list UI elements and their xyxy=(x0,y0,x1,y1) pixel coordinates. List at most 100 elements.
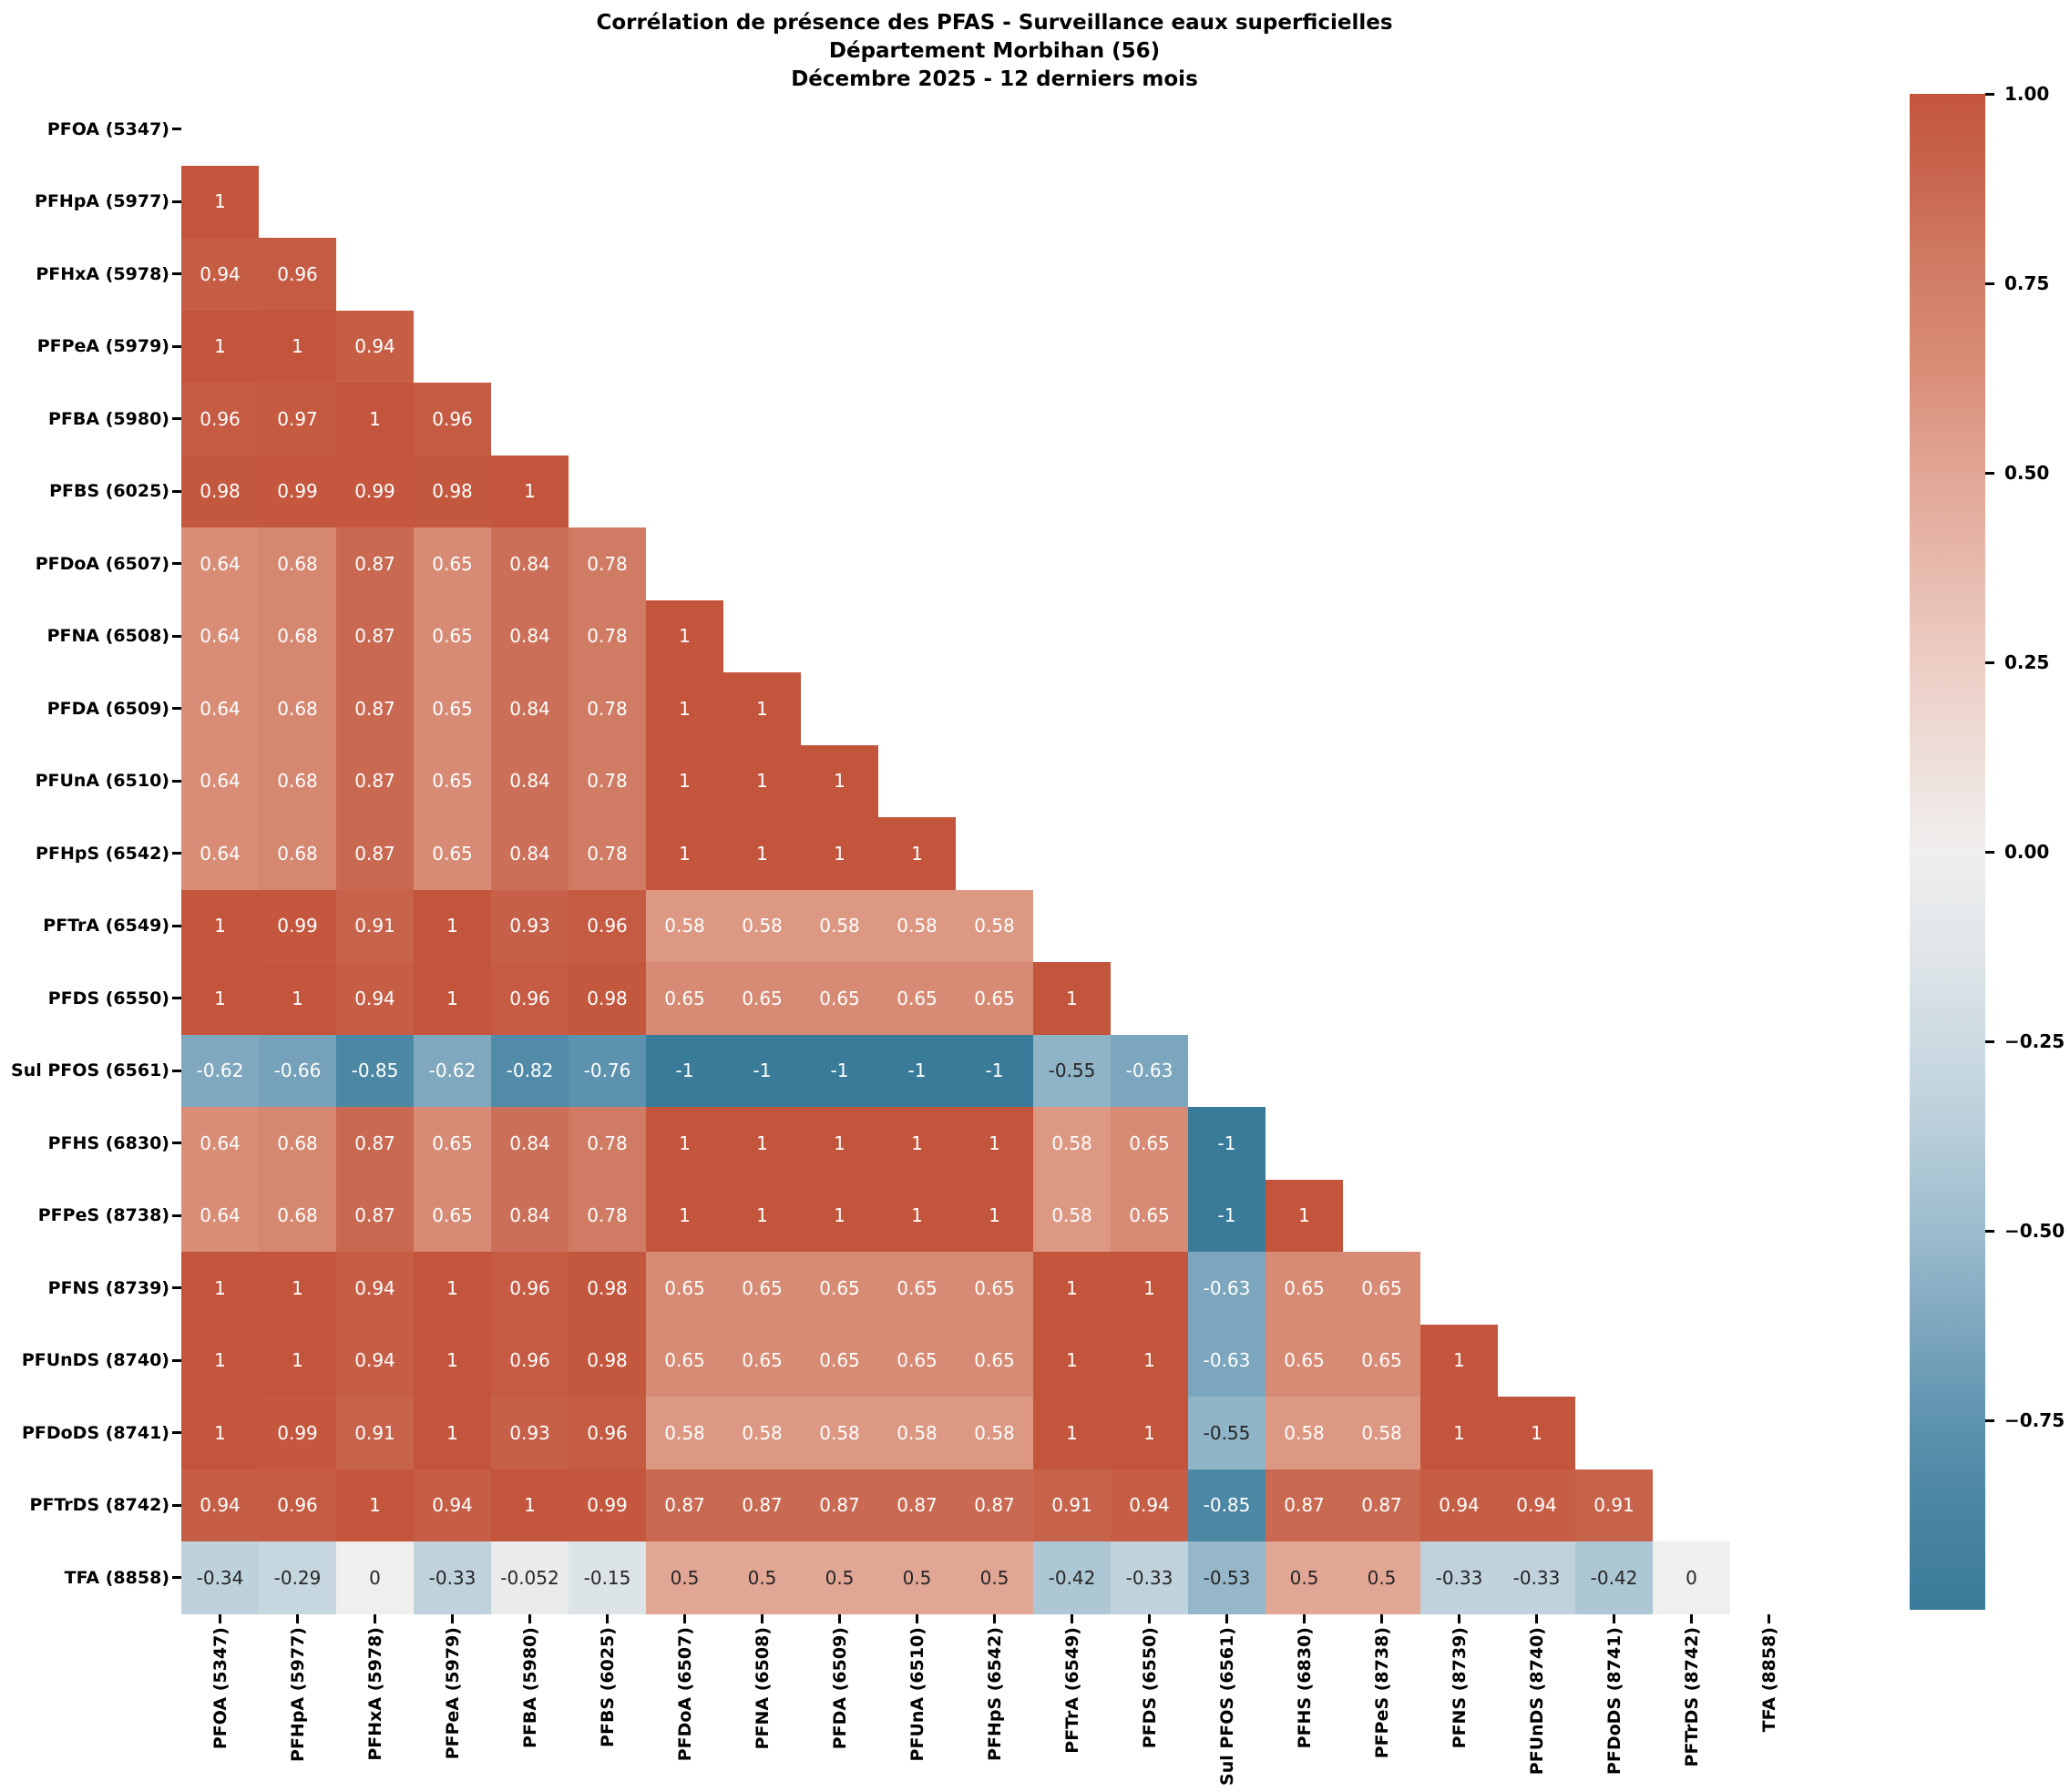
heatmap-cell: 1 xyxy=(1033,1324,1111,1397)
heatmap-cell: -1 xyxy=(1188,1107,1266,1180)
y-axis-tick xyxy=(172,924,181,927)
colorbar-tick xyxy=(1985,1039,1994,1043)
heatmap-cell: 1 xyxy=(1033,1252,1111,1325)
heatmap-cell: -0.85 xyxy=(336,1034,414,1107)
colorbar-tick xyxy=(1985,850,1994,854)
heatmap-cell: 0.96 xyxy=(569,889,646,962)
heatmap-cell: 0.84 xyxy=(491,599,569,672)
y-tick-label: TFA (8858) xyxy=(64,1567,169,1588)
y-axis-tick xyxy=(172,200,181,203)
heatmap-cell: -1 xyxy=(878,1034,956,1107)
x-tick-label: PFHxA (5978) xyxy=(364,1627,385,1761)
heatmap-cell: -0.63 xyxy=(1111,1034,1188,1107)
y-axis-tick xyxy=(172,1142,181,1145)
heatmap-cell: 0.65 xyxy=(646,962,723,1035)
heatmap-cell: 0.65 xyxy=(878,962,956,1035)
heatmap-cell: 1 xyxy=(801,744,878,817)
heatmap-cell: 0.65 xyxy=(646,1252,723,1325)
x-axis-tick xyxy=(528,1613,531,1623)
heatmap-cell: 1 xyxy=(491,455,569,527)
heatmap-cell: 0.58 xyxy=(1266,1397,1343,1469)
heatmap-cell: -0.63 xyxy=(1188,1252,1266,1325)
heatmap-cell: 0.65 xyxy=(1266,1252,1343,1325)
heatmap-cell: 1 xyxy=(878,1107,956,1180)
heatmap-cell: 1 xyxy=(801,1107,878,1180)
x-tick-label: PFDA (6509) xyxy=(829,1627,850,1750)
colorbar-tick-label: 0.00 xyxy=(2004,841,2050,863)
heatmap-cell: 0.93 xyxy=(491,1397,569,1469)
y-axis-tick xyxy=(172,272,181,276)
x-axis-tick xyxy=(1380,1613,1383,1623)
y-tick-label: PFHS (6830) xyxy=(47,1132,169,1153)
x-tick-label: PFUnA (6510) xyxy=(907,1627,927,1762)
heatmap-cell: 0.64 xyxy=(181,1107,259,1180)
y-tick-label: PFPeS (8738) xyxy=(37,1205,169,1226)
heatmap-cell: 0.96 xyxy=(491,962,569,1035)
heatmap-cell: 1 xyxy=(878,1179,956,1252)
heatmap-cell: 0.87 xyxy=(336,1107,414,1180)
heatmap-cell: 0.94 xyxy=(1111,1469,1188,1541)
heatmap-cell: 1 xyxy=(646,1179,723,1252)
y-tick-label: PFPeA (5979) xyxy=(36,336,169,357)
heatmap-cell: -0.82 xyxy=(491,1034,569,1107)
heatmap-cell: 0.5 xyxy=(646,1541,723,1614)
x-axis-tick xyxy=(374,1613,376,1623)
heatmap-cell: 0.68 xyxy=(259,744,336,817)
heatmap-cell: 0.65 xyxy=(1343,1324,1420,1397)
x-axis-tick xyxy=(1690,1613,1693,1623)
heatmap-cell: 0.99 xyxy=(259,889,336,962)
heatmap-cell: 1 xyxy=(414,962,491,1035)
y-axis-tick xyxy=(172,562,181,566)
y-axis-tick xyxy=(172,417,181,421)
heatmap-cell: 0.65 xyxy=(956,1324,1033,1397)
heatmap-cell: 0.87 xyxy=(336,817,414,890)
heatmap-cell: 0.87 xyxy=(336,599,414,672)
heatmap-cell: 0.99 xyxy=(569,1469,646,1541)
heatmap-cell: 0.94 xyxy=(336,962,414,1035)
colorbar-tick xyxy=(1985,1418,1994,1422)
x-axis-tick xyxy=(1613,1613,1615,1623)
y-axis-tick xyxy=(172,997,181,1000)
heatmap-cell: -0.42 xyxy=(1575,1541,1653,1614)
x-tick-label: PFHpA (5977) xyxy=(287,1627,308,1762)
heatmap-cell: -0.55 xyxy=(1188,1397,1266,1469)
x-tick-label: PFTrDS (8742) xyxy=(1681,1627,1702,1767)
heatmap-cell: 0.65 xyxy=(414,672,491,745)
heatmap-cell: 1 xyxy=(259,1324,336,1397)
heatmap-cell: 0.78 xyxy=(569,1107,646,1180)
y-tick-label: PFHxA (5978) xyxy=(36,263,169,284)
heatmap-cell: 0.65 xyxy=(723,1252,801,1325)
heatmap-cell: 1 xyxy=(1266,1179,1343,1252)
heatmap-cell: 0.65 xyxy=(801,1252,878,1325)
heatmap-cell: 1 xyxy=(1420,1397,1498,1469)
heatmap-cell: -0.53 xyxy=(1188,1541,1266,1614)
heatmap-cell: 0.58 xyxy=(801,1397,878,1469)
y-axis-tick xyxy=(172,1503,181,1507)
heatmap-cell: 0.58 xyxy=(878,1397,956,1469)
x-tick-label: PFUnDS (8740) xyxy=(1526,1627,1547,1776)
heatmap-cell: 1 xyxy=(801,817,878,890)
y-axis-tick xyxy=(172,344,181,348)
heatmap-cell: 0.58 xyxy=(956,1397,1033,1469)
heatmap-cell: -0.052 xyxy=(491,1541,569,1614)
heatmap-cell: -0.62 xyxy=(414,1034,491,1107)
heatmap-cell: 0.58 xyxy=(801,889,878,962)
heatmap-cell: 0.68 xyxy=(259,817,336,890)
heatmap-cell: 1 xyxy=(491,1469,569,1541)
heatmap-cell: 0.91 xyxy=(336,1397,414,1469)
heatmap-cell: 0.58 xyxy=(723,1397,801,1469)
x-axis-tick xyxy=(993,1613,996,1623)
colorbar-tick-label: 1.00 xyxy=(2004,83,2050,105)
heatmap-cell: 0.65 xyxy=(1266,1324,1343,1397)
heatmap-cell: 0.58 xyxy=(1033,1107,1111,1180)
heatmap-cell: 1 xyxy=(414,889,491,962)
heatmap-cell: 1 xyxy=(181,310,259,383)
y-axis-tick xyxy=(172,128,181,131)
heatmap-cell: -0.42 xyxy=(1033,1541,1111,1614)
chart-title-line-3: Décembre 2025 - 12 derniers mois xyxy=(791,67,1198,91)
heatmap-cell: 0.65 xyxy=(956,962,1033,1035)
x-tick-label: PFBS (6025) xyxy=(597,1627,618,1747)
heatmap-cell: 0.84 xyxy=(491,527,569,600)
colorbar-tick xyxy=(1985,282,1994,285)
heatmap-cell: 1 xyxy=(181,1324,259,1397)
